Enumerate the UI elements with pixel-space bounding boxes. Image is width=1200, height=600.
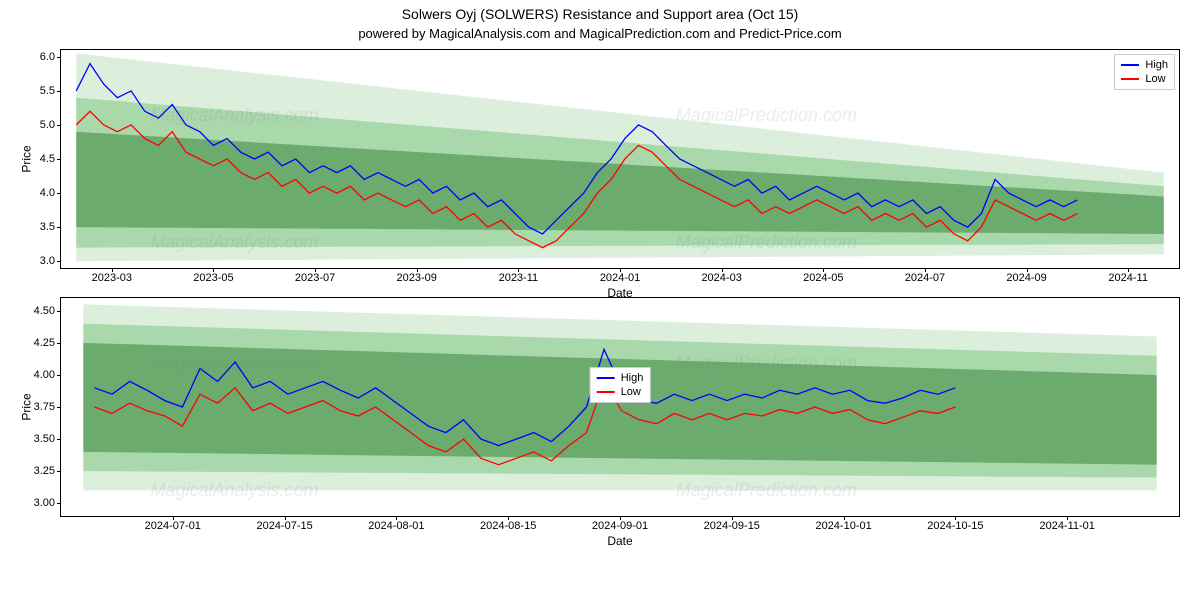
xtick-label: 2023-07 xyxy=(295,272,335,284)
xtick-label: 2024-03 xyxy=(701,272,741,284)
watermark: MagicalAnalysis.com xyxy=(150,105,318,126)
legend-label-low: Low xyxy=(1145,73,1165,85)
legend-swatch-high xyxy=(597,377,615,379)
legend-swatch-low xyxy=(1121,78,1139,80)
legend-swatch-low xyxy=(597,391,615,393)
ytick-label: 4.50 xyxy=(34,305,55,317)
watermark: MagicalPrediction.com xyxy=(676,105,857,126)
chart-bottom: Price Date 3.003.253.503.754.004.254.502… xyxy=(60,297,1180,517)
watermark: MagicalAnalysis.com xyxy=(150,480,318,501)
legend-item-low: Low xyxy=(597,385,644,399)
chart-subtitle: powered by MagicalAnalysis.com and Magic… xyxy=(0,22,1200,45)
ytick-label: 3.75 xyxy=(34,401,55,413)
ytick-label: 5.5 xyxy=(40,85,55,97)
xtick-label: 2024-11 xyxy=(1108,272,1148,284)
xtick-label: 2024-05 xyxy=(803,272,843,284)
xtick-label: 2024-07 xyxy=(905,272,945,284)
xtick-label: 2024-07-01 xyxy=(145,520,201,532)
xtick-label: 2024-08-01 xyxy=(368,520,424,532)
figure: Solwers Oyj (SOLWERS) Resistance and Sup… xyxy=(0,0,1200,600)
legend-swatch-high xyxy=(1121,64,1139,66)
ytick-label: 3.00 xyxy=(34,497,55,509)
xtick-label: 2024-10-01 xyxy=(815,520,871,532)
ytick-label: 6.0 xyxy=(40,51,55,63)
ytick-label: 4.00 xyxy=(34,369,55,381)
watermark: MagicalAnalysis.com xyxy=(150,353,318,374)
xtick-label: 2024-09 xyxy=(1006,272,1046,284)
watermark: MagicalPrediction.com xyxy=(676,480,857,501)
x-axis-label: Date xyxy=(607,534,632,548)
ytick-label: 3.0 xyxy=(40,255,55,267)
ytick-label: 3.50 xyxy=(34,433,55,445)
ytick-label: 5.0 xyxy=(40,119,55,131)
legend-item-high: High xyxy=(1121,58,1168,72)
legend-label-high: High xyxy=(1145,59,1168,71)
ytick-label: 4.25 xyxy=(34,337,55,349)
xtick-label: 2024-07-15 xyxy=(256,520,312,532)
xtick-label: 2023-09 xyxy=(397,272,437,284)
chart-top: Price Date High Low 3.03.54.04.55.05.56.… xyxy=(60,49,1180,269)
watermark: MagicalPrediction.com xyxy=(676,232,857,253)
xtick-label: 2023-11 xyxy=(499,272,539,284)
xtick-label: 2024-01 xyxy=(600,272,640,284)
ytick-label: 4.0 xyxy=(40,187,55,199)
xtick-label: 2024-10-15 xyxy=(927,520,983,532)
xtick-label: 2024-11-01 xyxy=(1039,520,1094,532)
xtick-label: 2024-08-15 xyxy=(480,520,536,532)
plot-area xyxy=(61,50,1179,268)
legend-label-low: Low xyxy=(621,386,641,398)
ytick-label: 3.5 xyxy=(40,221,55,233)
ytick-label: 4.5 xyxy=(40,153,55,165)
legend: High Low xyxy=(1114,54,1175,90)
watermark: MagicalPrediction.com xyxy=(676,353,857,374)
legend-item-high: High xyxy=(597,371,644,385)
plot-area xyxy=(61,298,1179,516)
chart-title: Solwers Oyj (SOLWERS) Resistance and Sup… xyxy=(0,0,1200,22)
xtick-label: 2024-09-01 xyxy=(592,520,648,532)
xtick-label: 2024-09-15 xyxy=(704,520,760,532)
legend: High Low xyxy=(590,367,651,403)
y-axis-label: Price xyxy=(20,393,34,420)
legend-label-high: High xyxy=(621,372,644,384)
legend-item-low: Low xyxy=(1121,72,1168,86)
xtick-label: 2023-05 xyxy=(193,272,233,284)
ytick-label: 3.25 xyxy=(34,465,55,477)
watermark: MagicalAnalysis.com xyxy=(150,232,318,253)
y-axis-label: Price xyxy=(20,145,34,172)
xtick-label: 2023-03 xyxy=(92,272,132,284)
